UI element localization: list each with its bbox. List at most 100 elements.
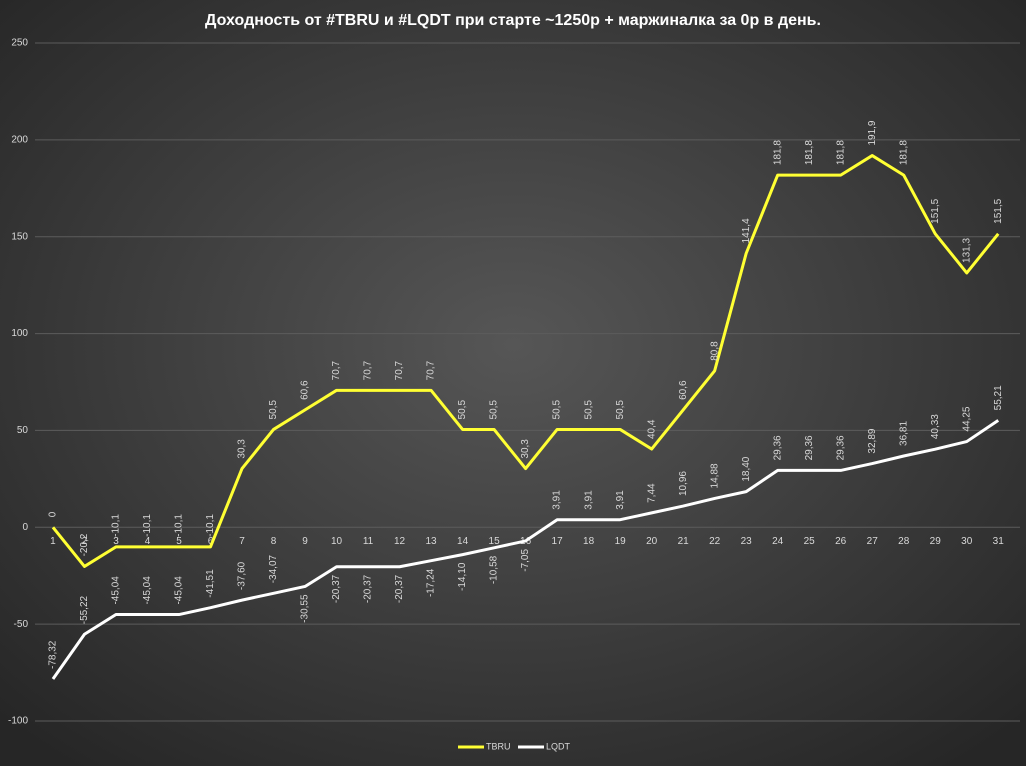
x-tick-label: 23 bbox=[741, 536, 753, 547]
data-label: 151,5 bbox=[930, 198, 941, 223]
data-label: 181,8 bbox=[772, 140, 783, 165]
data-label: -10,1 bbox=[111, 514, 122, 537]
data-label: -7,05 bbox=[520, 549, 531, 572]
data-label: 151,5 bbox=[993, 198, 1004, 223]
series-line bbox=[51, 154, 1000, 568]
data-label: 70,7 bbox=[426, 360, 437, 380]
data-label: -20,2 bbox=[79, 533, 90, 556]
x-tick-label: 3 bbox=[113, 536, 119, 547]
x-tick-label: 2 bbox=[82, 536, 88, 547]
data-label: 50,5 bbox=[552, 400, 563, 420]
data-label: 191,9 bbox=[867, 120, 878, 145]
x-tick-label: 31 bbox=[993, 536, 1005, 547]
data-label: 50,5 bbox=[615, 400, 626, 420]
x-tick-label: 12 bbox=[394, 536, 406, 547]
chart-title: Доходность от #TBRU и #LQDT при старте ~… bbox=[205, 12, 821, 29]
data-label: 60,6 bbox=[300, 380, 311, 400]
data-label: 29,36 bbox=[835, 435, 846, 460]
y-tick-label: 100 bbox=[11, 328, 28, 339]
data-label: 70,7 bbox=[331, 360, 342, 380]
data-label: 50,5 bbox=[457, 400, 468, 420]
y-tick-label: 0 bbox=[22, 522, 28, 533]
data-label: 70,7 bbox=[394, 360, 405, 380]
y-tick-label: -50 bbox=[14, 619, 29, 630]
x-tick-label: 6 bbox=[208, 536, 214, 547]
data-label: 30,3 bbox=[237, 439, 248, 459]
x-tick-label: 17 bbox=[552, 536, 564, 547]
data-label: 55,21 bbox=[993, 385, 1004, 410]
x-tick-label: 18 bbox=[583, 536, 595, 547]
data-label: 0 bbox=[48, 511, 59, 517]
data-label: 60,6 bbox=[678, 380, 689, 400]
data-label: -55,22 bbox=[79, 595, 90, 624]
data-label: 181,8 bbox=[835, 140, 846, 165]
data-label: -30,55 bbox=[300, 594, 311, 623]
x-tick-label: 1 bbox=[50, 536, 56, 547]
data-label: -34,07 bbox=[268, 554, 279, 583]
x-tick-label: 5 bbox=[176, 536, 182, 547]
data-label: -10,1 bbox=[142, 514, 153, 537]
data-label: -20,37 bbox=[331, 574, 342, 603]
data-label: 181,8 bbox=[898, 140, 909, 165]
y-tick-label: 150 bbox=[11, 231, 28, 242]
data-label: -78,32 bbox=[48, 640, 59, 669]
x-tick-label: 13 bbox=[426, 536, 438, 547]
data-label: 50,5 bbox=[268, 400, 279, 420]
data-label: 3,91 bbox=[552, 490, 563, 510]
x-tick-label: 22 bbox=[709, 536, 721, 547]
series-line bbox=[51, 419, 1000, 680]
data-label: -10,1 bbox=[205, 514, 216, 537]
x-tick-label: 28 bbox=[898, 536, 910, 547]
data-label: -20,37 bbox=[363, 574, 374, 603]
x-tick-label: 15 bbox=[489, 536, 501, 547]
x-tick-label: 10 bbox=[331, 536, 343, 547]
data-label: 141,4 bbox=[741, 218, 752, 243]
x-tick-label: 8 bbox=[271, 536, 277, 547]
y-tick-label: -100 bbox=[8, 716, 28, 727]
data-label: -45,04 bbox=[142, 576, 153, 605]
x-tick-label: 11 bbox=[363, 536, 374, 547]
data-label: 32,89 bbox=[867, 428, 878, 453]
data-label: -41,51 bbox=[205, 569, 216, 598]
y-tick-label: 250 bbox=[11, 38, 28, 49]
data-label: 40,4 bbox=[646, 419, 657, 439]
data-label: 50,5 bbox=[489, 400, 500, 420]
data-label: -45,04 bbox=[111, 576, 122, 605]
data-label: -45,04 bbox=[174, 576, 185, 605]
data-label: 30,3 bbox=[520, 439, 531, 459]
data-label: 131,3 bbox=[961, 237, 972, 262]
data-label: -17,24 bbox=[426, 568, 437, 597]
x-tick-label: 27 bbox=[867, 536, 879, 547]
data-label: 14,88 bbox=[709, 463, 720, 488]
legend-label: TBRU bbox=[486, 741, 511, 751]
data-label: 29,36 bbox=[804, 435, 815, 460]
data-label: -10,1 bbox=[174, 514, 185, 537]
data-label: 44,25 bbox=[961, 406, 972, 431]
data-label: 3,91 bbox=[583, 490, 594, 510]
data-label: 50,5 bbox=[583, 400, 594, 420]
x-tick-label: 29 bbox=[930, 536, 942, 547]
data-label: 3,91 bbox=[615, 490, 626, 510]
data-label: -14,10 bbox=[457, 562, 468, 591]
x-tick-label: 24 bbox=[772, 536, 784, 547]
data-label: 80,8 bbox=[709, 341, 720, 361]
x-tick-label: 26 bbox=[835, 536, 847, 547]
data-label: 181,8 bbox=[804, 140, 815, 165]
legend-label: LQDT bbox=[546, 741, 571, 751]
data-label: 36,81 bbox=[898, 421, 909, 446]
x-tick-label: 4 bbox=[145, 536, 151, 547]
x-tick-label: 25 bbox=[804, 536, 816, 547]
data-label: 40,33 bbox=[930, 414, 941, 439]
data-label: 7,44 bbox=[646, 483, 657, 503]
x-tick-label: 7 bbox=[239, 536, 245, 547]
x-tick-label: 21 bbox=[678, 536, 690, 547]
data-label: -10,58 bbox=[489, 555, 500, 584]
x-tick-label: 30 bbox=[961, 536, 973, 547]
x-tick-label: 19 bbox=[615, 536, 627, 547]
x-tick-label: 9 bbox=[302, 536, 308, 547]
y-tick-label: 50 bbox=[17, 425, 29, 436]
data-label: 10,96 bbox=[678, 471, 689, 496]
data-label: -37,60 bbox=[237, 561, 248, 590]
